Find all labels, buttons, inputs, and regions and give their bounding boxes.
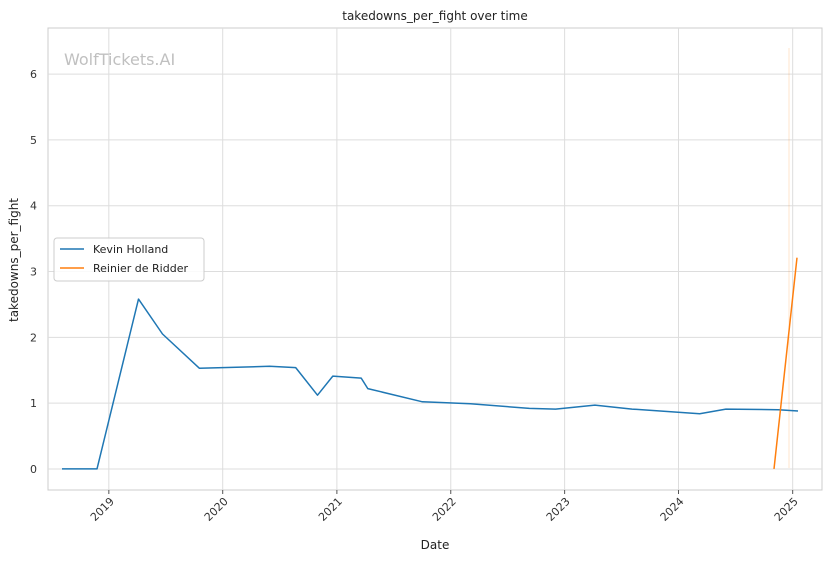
y-axis-ticks: 0 1 2 3 4 5 6 <box>30 68 37 476</box>
series-group <box>62 257 799 470</box>
legend: Kevin Holland Reinier de Ridder <box>53 237 205 282</box>
x-tick-label: 2020 <box>202 495 231 524</box>
y-tick-label: 0 <box>30 463 37 476</box>
chart-title: takedowns_per_fight over time <box>342 9 528 23</box>
y-tick-label: 3 <box>30 266 37 279</box>
x-tick-label: 2019 <box>88 495 117 524</box>
series-line-reinier-de-ridder <box>773 257 798 469</box>
legend-box <box>53 237 205 282</box>
x-tick-label: 2022 <box>430 495 459 524</box>
legend-label-reinier-de-ridder: Reinier de Ridder <box>93 262 188 275</box>
y-tick-label: 1 <box>30 397 37 410</box>
legend-label-kevin-holland: Kevin Holland <box>93 243 168 256</box>
x-axis-title: Date <box>421 538 450 552</box>
y-tick-label: 5 <box>30 134 37 147</box>
x-tick-label: 2021 <box>316 495 345 524</box>
x-tick-label: 2025 <box>772 495 801 524</box>
y-tick-label: 6 <box>30 68 37 81</box>
x-tick-label: 2023 <box>544 495 573 524</box>
y-tick-label: 2 <box>30 331 37 344</box>
x-axis-ticks: 2019 2020 2021 2022 2023 2024 2025 <box>88 490 801 524</box>
y-axis-title: takedowns_per_fight <box>7 198 21 322</box>
series-line-kevin-holland <box>62 298 799 470</box>
x-tick-label: 2024 <box>658 495 687 524</box>
watermark: WolfTickets.AI <box>64 50 175 69</box>
y-tick-label: 4 <box>30 200 37 213</box>
